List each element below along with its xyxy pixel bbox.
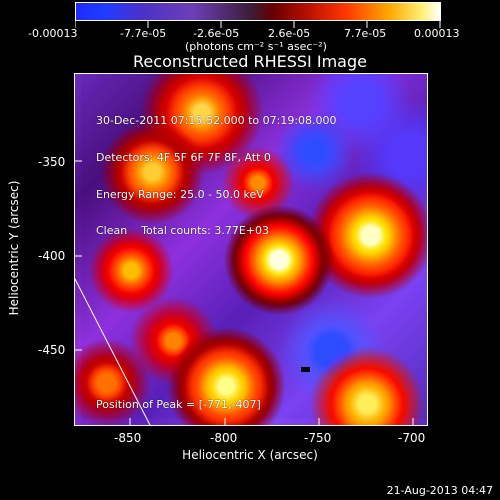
colorbar-tick-label-3: -2.6e-05 bbox=[193, 27, 240, 40]
y-axis-label: Heliocentric Y (arcsec) bbox=[7, 180, 21, 316]
detector-info: Detectors: 4F 5F 6F 7F 8F, Att 0 bbox=[96, 150, 271, 164]
x-tick-label-750: -750 bbox=[304, 431, 332, 445]
peak-marker bbox=[301, 367, 310, 372]
x-tick-label-800: -800 bbox=[210, 431, 238, 445]
peak-position-label: Position of Peak = [-771,-407] bbox=[96, 398, 261, 411]
plot-overlay bbox=[75, 278, 310, 425]
plot-title: Reconstructed RHESSI Image bbox=[133, 52, 367, 71]
limb-line bbox=[75, 278, 151, 425]
colorbar bbox=[75, 2, 441, 21]
y-tick-label-400: -400 bbox=[38, 249, 66, 263]
x-tick-label-850: -850 bbox=[114, 431, 142, 445]
clean-total-counts: Clean Total counts: 3.77E+03 bbox=[96, 224, 270, 238]
y-tick-label-350: -350 bbox=[38, 155, 66, 169]
energy-range: Energy Range: 25.0 - 50.0 keV bbox=[96, 187, 264, 201]
image-plot-area: 30-Dec-2011 07:15:52.000 to 07:19:08.000… bbox=[74, 73, 428, 426]
colorbar-tick-label-4: 2.6e-05 bbox=[268, 27, 311, 40]
colorbar-units-label: (photons cm⁻² s⁻¹ asec⁻²) bbox=[185, 40, 327, 53]
colorbar-tick-label-2: -7.7e-05 bbox=[120, 27, 167, 40]
heatmap-image bbox=[75, 74, 427, 425]
y-tick-label-450: -450 bbox=[38, 343, 66, 357]
colorbar-tick-label-6: 0.00013 bbox=[414, 27, 460, 40]
colorbar-tick-label-1: -0.00013 bbox=[28, 27, 78, 40]
colorbar-tick-label-5: 7.7e-05 bbox=[344, 27, 387, 40]
observation-time: 30-Dec-2011 07:15:52.000 to 07:19:08.000 bbox=[96, 113, 337, 127]
x-tick-label-700: -700 bbox=[398, 431, 426, 445]
generated-timestamp: 21-Aug-2013 04:47 bbox=[386, 484, 493, 497]
colorbar-ticks bbox=[75, 21, 441, 28]
x-axis-label: Heliocentric X (arcsec) bbox=[182, 448, 318, 462]
observation-info: 30-Dec-2011 07:15:52.000 to 07:19:08.000… bbox=[96, 90, 337, 262]
